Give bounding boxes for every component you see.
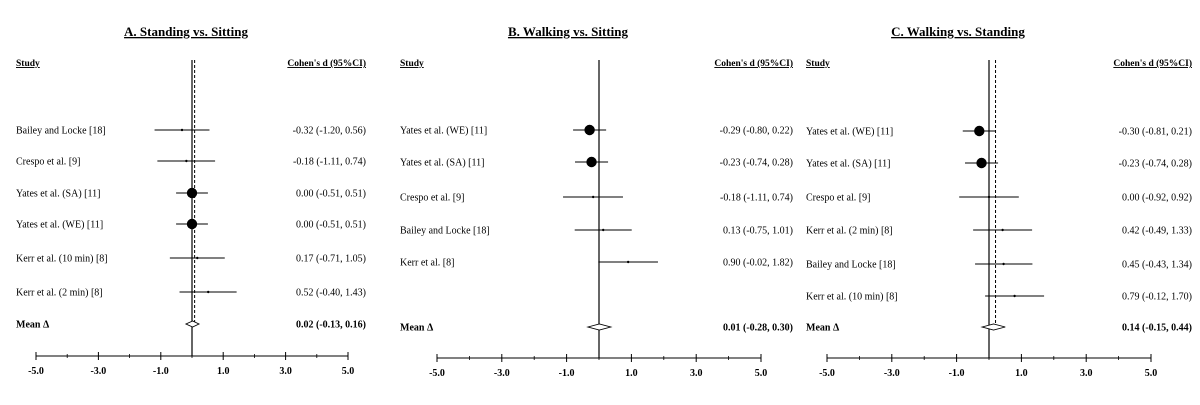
effect-value: -0.32 (-1.20, 0.56) [293, 126, 366, 137]
x-tick-label: -3.0 [90, 366, 106, 377]
forest-plot-c: C. Walking vs. Standing Study Cohen's d (9… [806, 24, 1192, 379]
study-label: Crespo et al. [9] [806, 193, 870, 204]
study-label: Yates et al. (WE) [11] [806, 127, 893, 138]
effect-header: Cohen's d (95%CI) [1113, 58, 1192, 69]
effect-value: -0.29 (-0.80, 0.22) [720, 126, 793, 137]
study-label: Kerr et al. (10 min) [8] [806, 292, 898, 303]
effect-value: 0.90 (-0.02, 1.82) [723, 258, 793, 269]
effect-value: 0.13 (-0.75, 1.01) [723, 226, 793, 237]
effect-point [987, 195, 991, 199]
panel-title: B. Walking vs. Sitting [508, 24, 629, 39]
x-tick-label: 1.0 [217, 366, 230, 377]
panel-title: A. Standing vs. Sitting [124, 24, 248, 39]
effect-value: 0.00 (-0.92, 0.92) [1122, 193, 1192, 204]
study-label: Bailey and Locke [18] [806, 260, 896, 271]
x-tick-label: -3.0 [494, 368, 510, 379]
study-label: Yates et al. (SA) [11] [400, 158, 484, 169]
mean-value: 0.01 (-0.28, 0.30) [723, 323, 793, 334]
panel-a: A. Standing vs. Sitting Study Cohen's d (9… [0, 0, 400, 405]
study-label: Yates et al. (SA) [11] [16, 189, 100, 200]
study-label: Bailey and Locke [18] [16, 126, 106, 137]
effect-point [1002, 262, 1005, 266]
mean-label: Mean Δ [400, 323, 434, 334]
forest-plot-b: B. Walking vs. Sitting Study Cohen's d (95… [400, 24, 793, 379]
mean-value: 0.14 (-0.15, 0.44) [1122, 323, 1192, 334]
study-label: Bailey and Locke [18] [400, 226, 490, 237]
effect-point [976, 157, 987, 169]
x-tick-label: 1.0 [625, 368, 638, 379]
x-tick-label: -1.0 [559, 368, 575, 379]
effect-point [591, 195, 595, 199]
study-label: Kerr et al. [8] [400, 258, 454, 269]
effect-point [185, 159, 188, 163]
effect-header: Cohen's d (95%CI) [287, 58, 366, 69]
x-tick-label: 5.0 [755, 368, 768, 379]
panel-title: C. Walking vs. Standing [891, 24, 1025, 39]
effect-value: 0.79 (-0.12, 1.70) [1122, 292, 1192, 303]
effect-point [974, 125, 985, 137]
study-header: Study [16, 59, 40, 69]
x-tick-label: 3.0 [279, 366, 292, 377]
effect-point [186, 218, 198, 230]
x-tick-label: -3.0 [884, 368, 900, 379]
effect-value: 0.00 (-0.51, 0.51) [296, 220, 366, 231]
effect-point [602, 228, 605, 232]
mean-label: Mean Δ [806, 323, 840, 334]
x-tick-label: -5.0 [429, 368, 445, 379]
study-label: Yates et al. (WE) [11] [16, 220, 103, 231]
study-label: Kerr et al. (2 min) [8] [16, 288, 103, 299]
x-tick-label: -5.0 [819, 368, 835, 379]
effect-value: 0.00 (-0.51, 0.51) [296, 189, 366, 200]
effect-value: 0.45 (-0.43, 1.34) [1122, 260, 1192, 271]
effect-point [180, 128, 184, 132]
study-label: Crespo et al. [9] [400, 193, 464, 204]
effect-point [196, 256, 199, 260]
study-header: Study [806, 59, 830, 69]
study-label: Yates et al. (WE) [11] [400, 126, 487, 137]
effect-value: -0.18 (-1.11, 0.74) [293, 157, 366, 168]
mean-diamond [980, 323, 1006, 331]
forest-plot-a: A. Standing vs. Sitting Study Cohen's d (9… [16, 24, 366, 377]
study-header: Study [400, 59, 424, 69]
effect-value: -0.18 (-1.11, 0.74) [720, 193, 793, 204]
effect-header: Cohen's d (95%CI) [714, 58, 793, 69]
mean-diamond [586, 323, 613, 331]
study-label: Kerr et al. (2 min) [8] [806, 226, 893, 237]
effect-value: -0.23 (-0.74, 0.28) [720, 158, 793, 169]
x-tick-label: 1.0 [1015, 368, 1028, 379]
effect-value: 0.17 (-0.71, 1.05) [296, 254, 366, 265]
x-tick-label: -1.0 [949, 368, 965, 379]
effect-point [584, 124, 595, 136]
effect-value: -0.30 (-0.81, 0.21) [1119, 127, 1192, 138]
effect-point [1013, 294, 1016, 298]
x-tick-label: 3.0 [690, 368, 703, 379]
study-label: Kerr et al. (10 min) [8] [16, 254, 108, 265]
effect-value: 0.52 (-0.40, 1.43) [296, 288, 366, 299]
effect-point [586, 156, 597, 168]
effect-point [626, 260, 630, 264]
mean-label: Mean Δ [16, 320, 50, 331]
x-tick-label: 3.0 [1080, 368, 1093, 379]
x-tick-label: 5.0 [1145, 368, 1158, 379]
effect-point [186, 187, 198, 199]
effect-value: -0.23 (-0.74, 0.28) [1119, 159, 1192, 170]
x-tick-label: 5.0 [342, 366, 355, 377]
x-tick-label: -5.0 [28, 366, 44, 377]
x-tick-label: -1.0 [153, 366, 169, 377]
study-label: Yates et al. (SA) [11] [806, 159, 890, 170]
panel-c: C. Walking vs. Standing Study Cohen's d (9… [800, 0, 1200, 405]
study-label: Crespo et al. [9] [16, 157, 80, 168]
effect-value: 0.42 (-0.49, 1.33) [1122, 226, 1192, 237]
panel-b: B. Walking vs. Sitting Study Cohen's d (95… [400, 0, 800, 405]
effect-point [1001, 228, 1004, 232]
mean-value: 0.02 (-0.13, 0.16) [296, 320, 366, 331]
mean-diamond [184, 320, 201, 328]
effect-point [207, 290, 210, 294]
